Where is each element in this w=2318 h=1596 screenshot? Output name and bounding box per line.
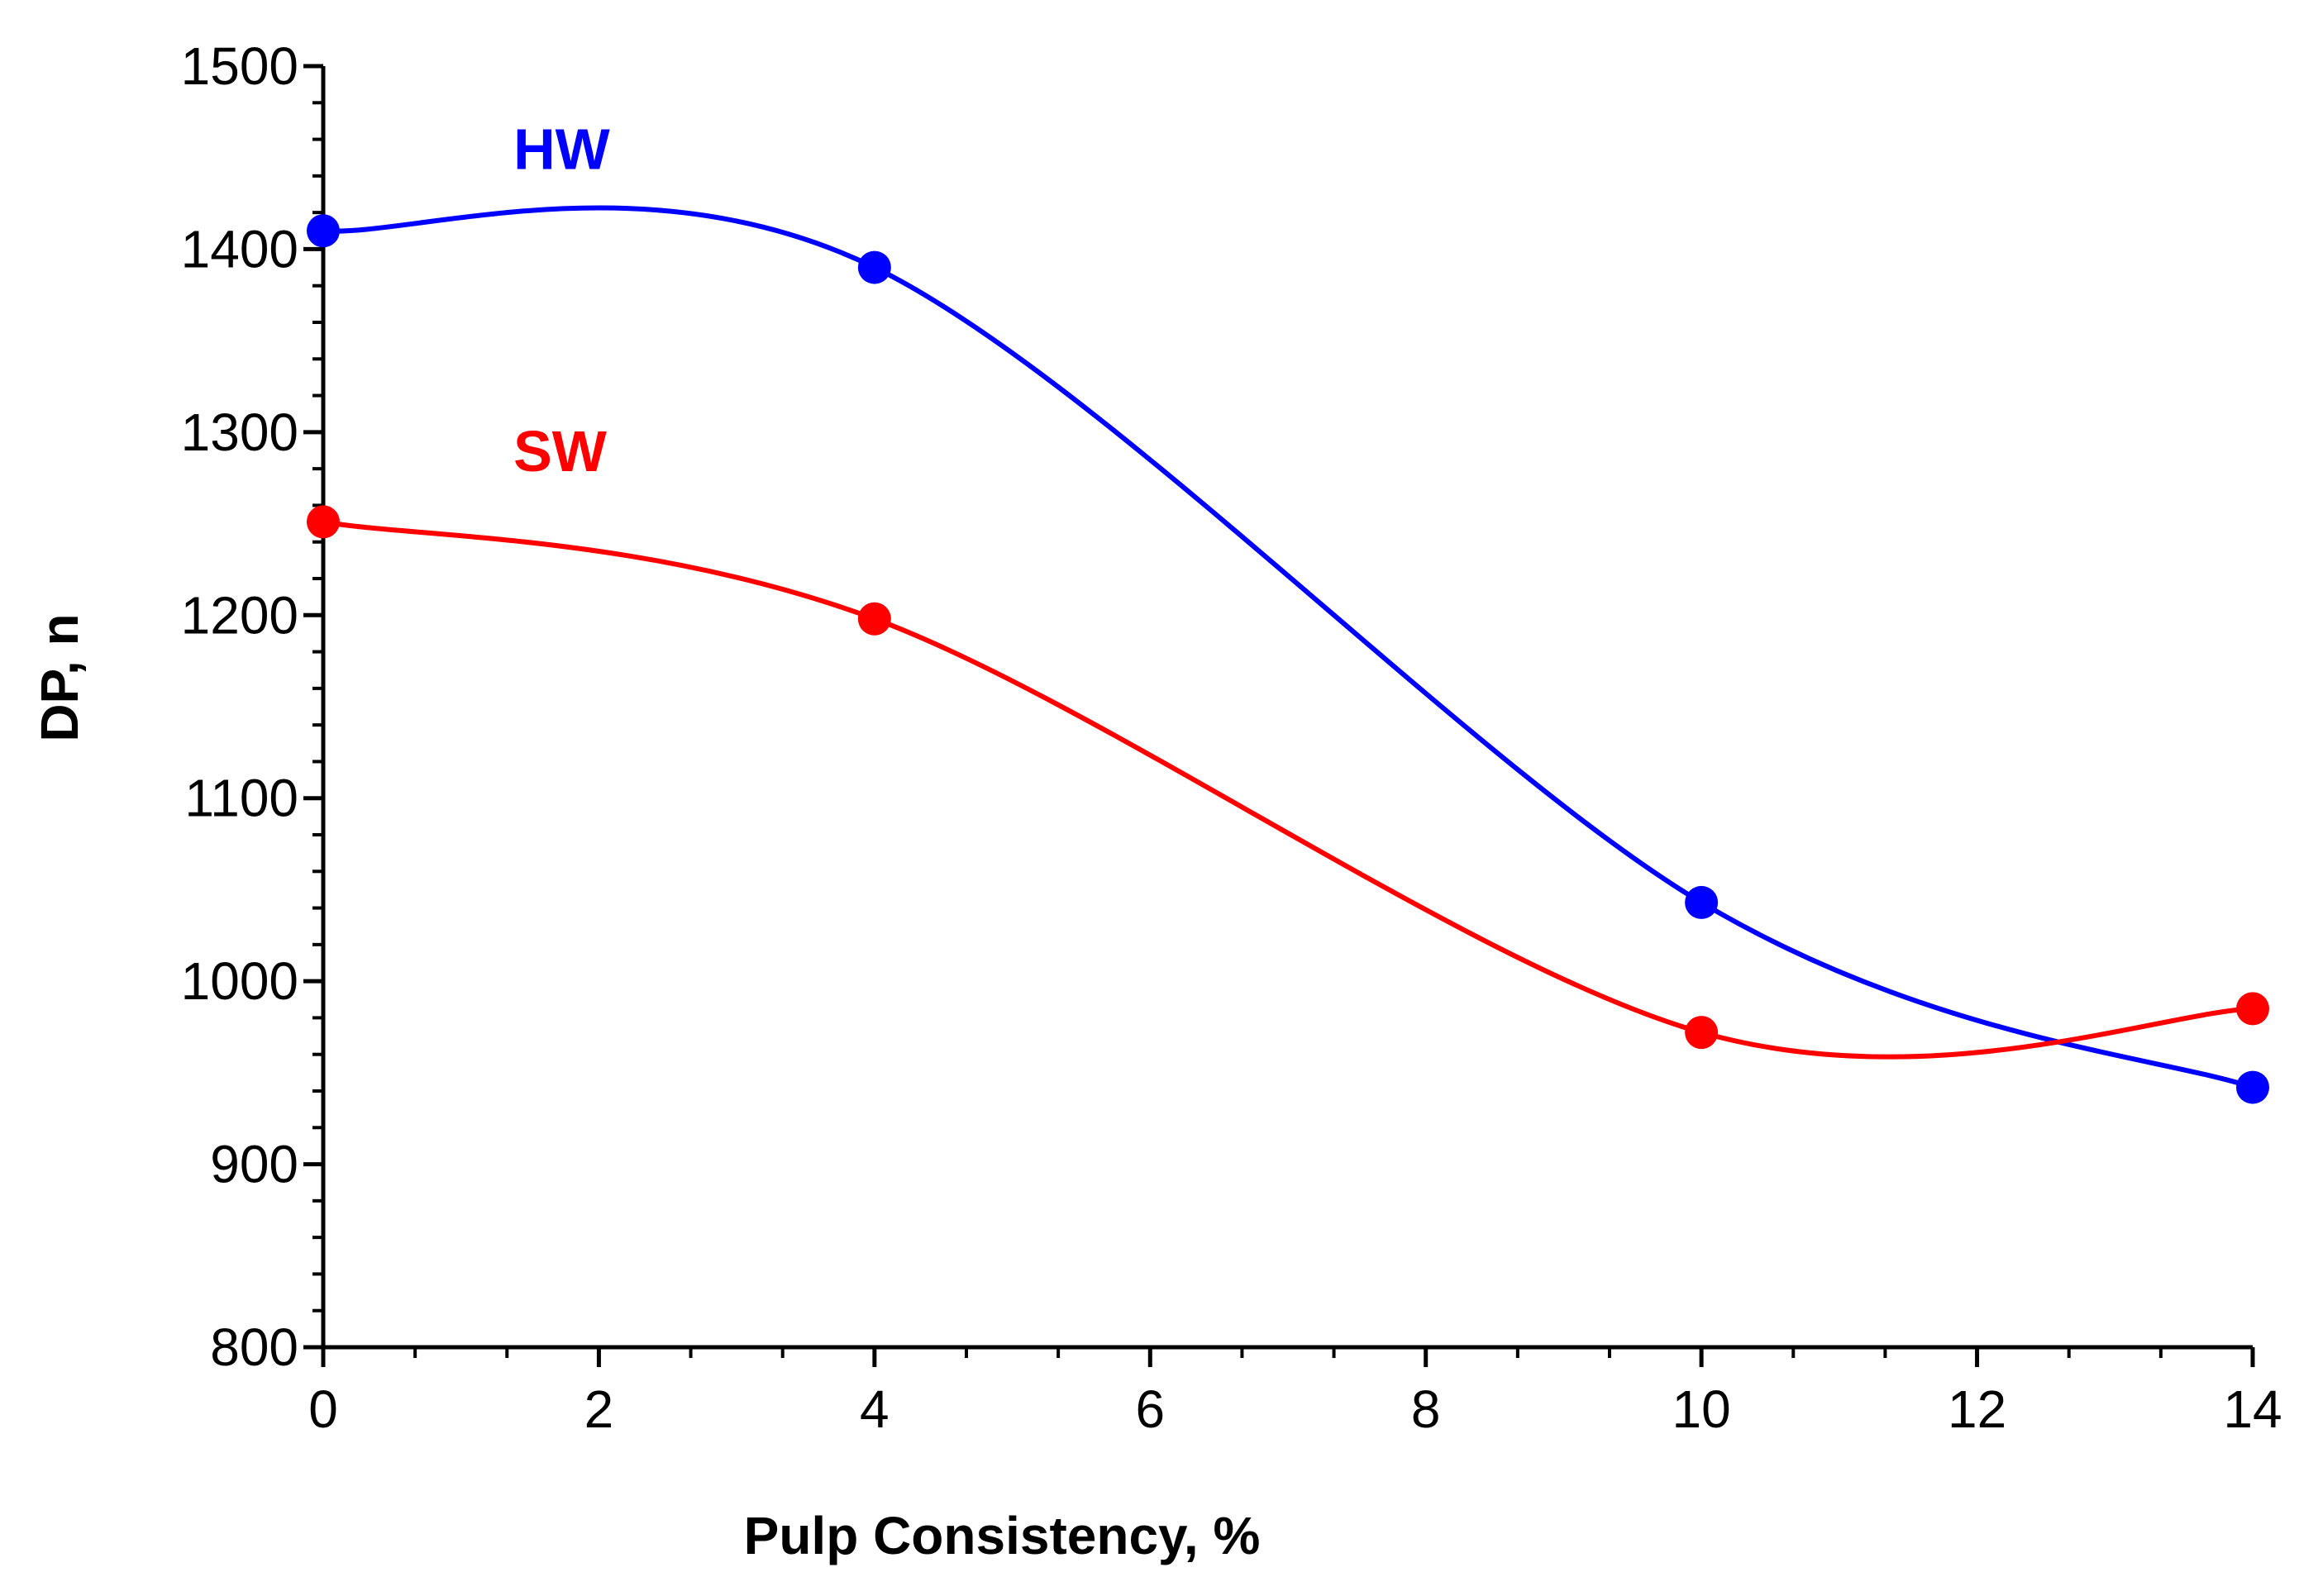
x-tick-label: 2: [584, 1379, 614, 1439]
data-point-sw: [1685, 1016, 1719, 1050]
series-label-hw: HW: [513, 117, 610, 182]
series-label-sw: SW: [513, 419, 607, 484]
y-tick-label: 1300: [181, 403, 298, 462]
data-point-hw: [2236, 1070, 2269, 1104]
x-axis-title: Pulp Consistency, %: [744, 1506, 1261, 1565]
axes: 800 900 1000 1100 1200 1300 1400 1500 0 2 4 6 8 10 12 1…: [181, 36, 2282, 1439]
data-point-sw: [2236, 992, 2269, 1026]
data-point-sw: [307, 505, 340, 539]
x-tick-label: 6: [1135, 1379, 1165, 1439]
series-layer: HW SW: [307, 117, 2269, 1104]
y-tick-label: 1100: [184, 769, 298, 828]
data-point-sw: [857, 602, 891, 636]
data-point-hw: [307, 214, 340, 248]
x-tick-label: 8: [1411, 1379, 1441, 1439]
series-line-sw: [321, 519, 2255, 1060]
y-tick-label: 1200: [181, 585, 298, 645]
x-tick-label: 10: [1672, 1379, 1731, 1439]
y-tick-label: 900: [210, 1135, 298, 1194]
x-tick-label: 12: [1948, 1379, 2006, 1439]
data-point-hw: [1685, 885, 1719, 919]
y-tick-label: 1500: [181, 36, 298, 96]
y-tick-label: 1400: [181, 219, 298, 279]
series-line-hw: [321, 205, 2255, 1090]
data-point-hw: [857, 250, 891, 284]
y-axis-title: DP, n: [30, 613, 89, 741]
x-tick-label: 4: [860, 1379, 890, 1439]
y-tick-label: 800: [210, 1317, 298, 1377]
x-tick-label: 14: [2223, 1379, 2282, 1439]
x-tick-label: 0: [308, 1379, 338, 1439]
y-tick-label: 1000: [181, 951, 298, 1011]
